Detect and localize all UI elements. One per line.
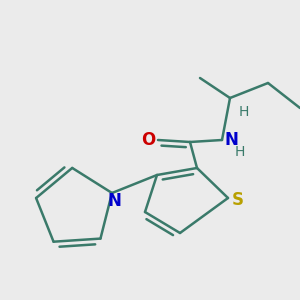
Text: S: S	[232, 191, 244, 209]
Text: O: O	[141, 131, 155, 149]
Text: H: H	[235, 145, 245, 159]
Text: N: N	[224, 131, 238, 149]
Text: H: H	[239, 105, 249, 119]
Text: N: N	[107, 192, 121, 210]
